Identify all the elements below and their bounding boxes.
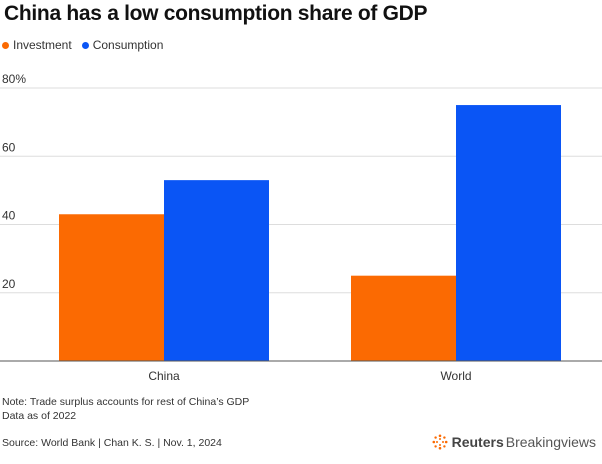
legend-item-investment: Investment: [2, 38, 72, 52]
x-tick-label-world: World: [440, 369, 471, 383]
legend-label-consumption: Consumption: [92, 38, 164, 52]
bar-investment-china: [59, 214, 164, 361]
legend-item-consumption: Consumption: [81, 38, 164, 52]
x-tick-label-china: China: [148, 369, 180, 383]
bar-investment-world: [351, 275, 456, 361]
legend-swatch-investment: [2, 41, 9, 49]
y-tick-label-80: 80%: [2, 72, 26, 86]
reuters-breakingviews-logo: Reuters Breakingviews: [432, 434, 596, 450]
brand-name-reuters: Reuters: [451, 434, 504, 450]
y-tick-label-60: 60: [2, 140, 16, 154]
bar-chart: 20 40 60 80% China World: [0, 72, 602, 383]
note-text: Note: Trade surplus accounts for rest of…: [2, 396, 250, 408]
legend: Investment Consumption: [2, 38, 173, 52]
y-tick-label-40: 40: [2, 209, 16, 223]
bar-consumption-china: [164, 180, 269, 361]
source-text: Source: World Bank | Chan K. S. | Nov. 1…: [2, 437, 222, 449]
bar-consumption-world: [456, 105, 561, 361]
brand-name-breakingviews: Breakingviews: [505, 434, 596, 450]
data-date-text: Data as of 2022: [2, 410, 77, 422]
y-tick-label-20: 20: [2, 277, 16, 291]
legend-label-investment: Investment: [13, 38, 72, 52]
chart-title: China has a low consumption share of GDP: [4, 2, 428, 25]
legend-swatch-consumption: [81, 41, 89, 49]
reuters-logo-icon: [432, 434, 448, 450]
